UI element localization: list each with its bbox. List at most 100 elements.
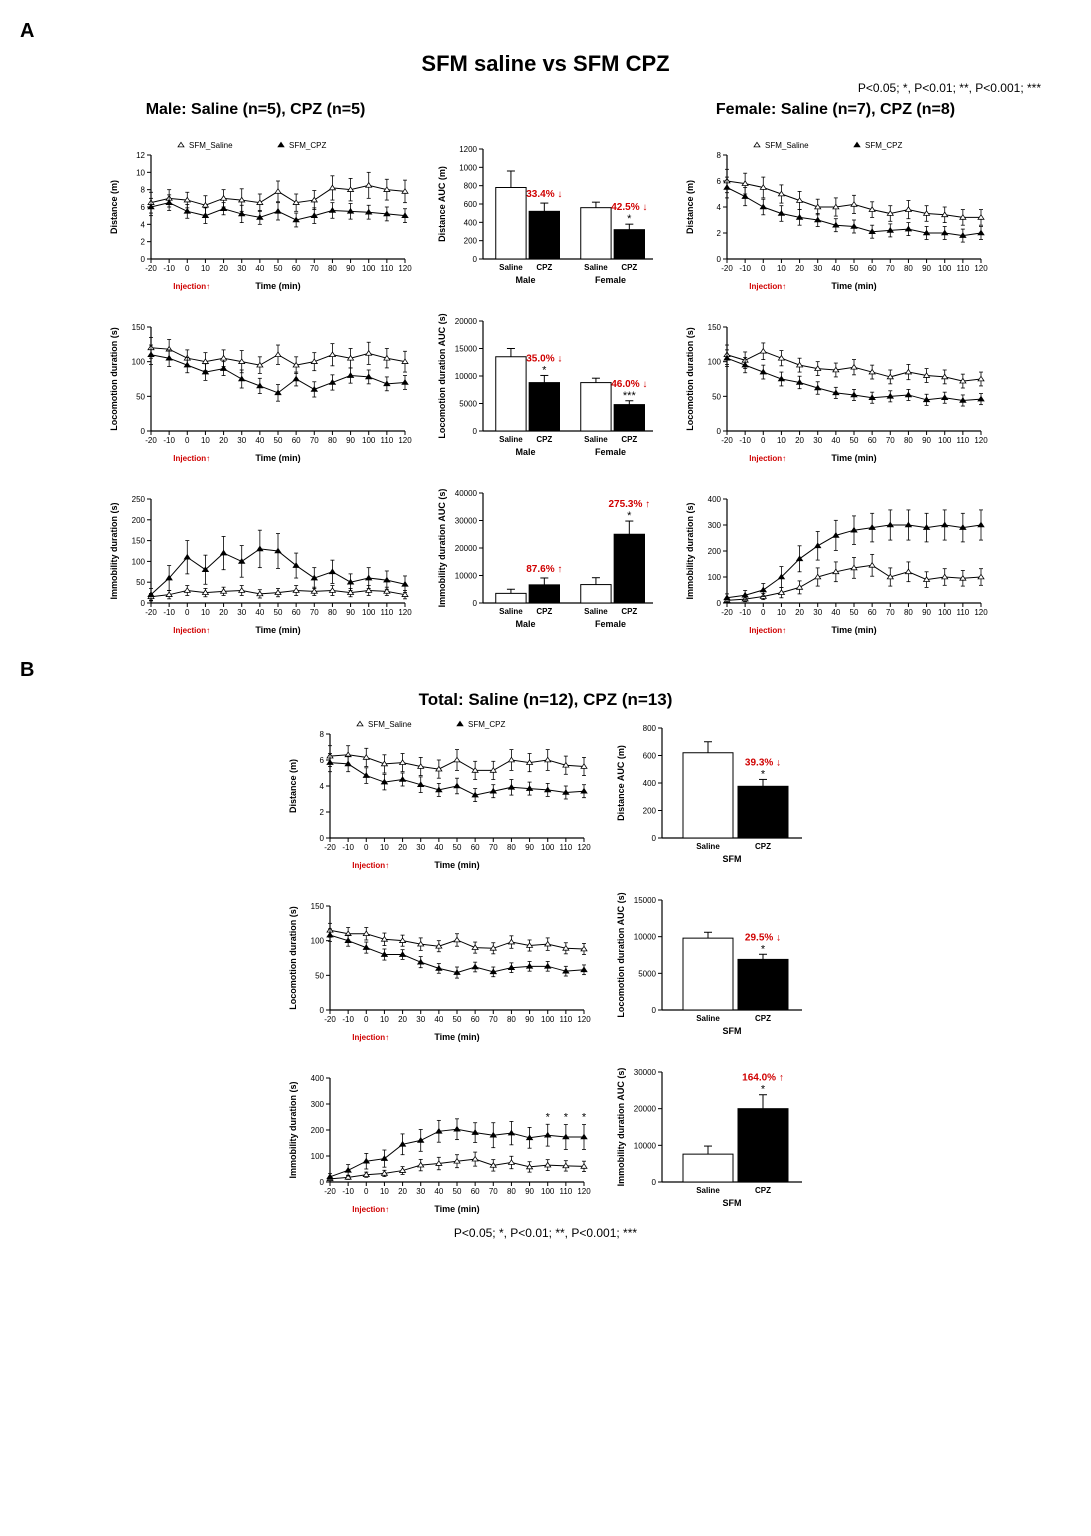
svg-text:8: 8	[716, 151, 721, 160]
svg-text:Distance AUC (m): Distance AUC (m)	[616, 745, 626, 821]
svg-text:10: 10	[379, 1015, 388, 1024]
svg-text:100: 100	[541, 1015, 555, 1024]
svg-text:Time (min): Time (min)	[255, 625, 300, 635]
svg-text:200: 200	[642, 807, 656, 816]
svg-text:800: 800	[463, 182, 477, 191]
svg-text:46.0% ↓: 46.0% ↓	[611, 379, 647, 390]
svg-text:Male: Male	[515, 619, 535, 629]
svg-text:CPZ: CPZ	[621, 607, 637, 616]
svg-text:Injection↑: Injection↑	[749, 454, 786, 463]
svg-text:110: 110	[956, 608, 969, 617]
svg-text:0: 0	[716, 255, 721, 264]
svg-text:SFM: SFM	[722, 854, 741, 864]
svg-text:110: 110	[559, 1015, 572, 1024]
svg-text:*: *	[760, 768, 765, 780]
svg-text:SFM_CPZ: SFM_CPZ	[468, 720, 505, 729]
svg-text:0: 0	[761, 608, 766, 617]
svg-text:90: 90	[346, 436, 355, 445]
svg-text:*: *	[581, 1112, 586, 1124]
svg-text:400: 400	[707, 495, 721, 504]
svg-text:30: 30	[416, 843, 425, 852]
svg-text:400: 400	[310, 1074, 324, 1083]
svg-text:4: 4	[319, 782, 324, 791]
svg-text:250: 250	[131, 495, 145, 504]
svg-text:80: 80	[903, 608, 912, 617]
svg-text:120: 120	[577, 843, 591, 852]
svg-text:2: 2	[319, 808, 324, 817]
svg-text:Time (min): Time (min)	[831, 625, 876, 635]
svg-text:50: 50	[849, 436, 858, 445]
svg-text:Saline: Saline	[584, 607, 608, 616]
svg-text:30: 30	[237, 264, 246, 273]
svg-text:Time (min): Time (min)	[434, 860, 479, 870]
svg-text:Locomotion duration (s): Locomotion duration (s)	[685, 327, 695, 431]
svg-text:20: 20	[398, 843, 407, 852]
svg-text:30000: 30000	[454, 517, 477, 526]
svg-text:CPZ: CPZ	[755, 1014, 771, 1023]
svg-text:80: 80	[327, 608, 336, 617]
svg-text:CPZ: CPZ	[755, 842, 771, 851]
svg-text:60: 60	[867, 608, 876, 617]
svg-text:100: 100	[707, 573, 721, 582]
svg-text:40000: 40000	[454, 489, 477, 498]
svg-text:-20: -20	[721, 436, 733, 445]
svg-text:33.4% ↓: 33.4% ↓	[526, 189, 562, 200]
svg-text:0: 0	[651, 1006, 656, 1015]
svg-text:0: 0	[364, 843, 369, 852]
svg-text:15000: 15000	[454, 345, 477, 354]
svg-text:Saline: Saline	[499, 435, 523, 444]
svg-text:30000: 30000	[633, 1068, 656, 1077]
svg-text:8: 8	[140, 186, 145, 195]
svg-text:50: 50	[452, 1187, 461, 1196]
svg-text:-20: -20	[324, 1187, 336, 1196]
svg-text:0: 0	[364, 1015, 369, 1024]
svg-text:50: 50	[315, 971, 324, 980]
svg-text:100: 100	[310, 937, 324, 946]
svg-text:Locomotion duration AUC (s): Locomotion duration AUC (s)	[437, 313, 447, 438]
svg-text:12: 12	[136, 151, 145, 160]
svg-text:90: 90	[525, 1187, 534, 1196]
svg-text:Female: Female	[594, 619, 625, 629]
svg-text:15000: 15000	[633, 896, 656, 905]
svg-text:10000: 10000	[633, 933, 656, 942]
svg-text:Saline: Saline	[696, 1014, 720, 1023]
svg-text:20: 20	[795, 264, 804, 273]
svg-text:200: 200	[707, 547, 721, 556]
total-bar-chart-row2: 0100002000030000Saline*164.0% ↑CPZSFMImm…	[610, 1058, 810, 1218]
svg-text:-10: -10	[342, 843, 354, 852]
svg-text:*: *	[760, 943, 765, 955]
svg-text:10: 10	[776, 608, 785, 617]
svg-text:*: *	[627, 213, 632, 225]
svg-text:Immobility duration (s): Immobility duration (s)	[288, 1081, 298, 1178]
svg-text:0: 0	[651, 1178, 656, 1187]
svg-text:20000: 20000	[633, 1105, 656, 1114]
main-title: SFM saline vs SFM CPZ	[20, 51, 1071, 77]
svg-text:-10: -10	[342, 1187, 354, 1196]
svg-text:50: 50	[849, 264, 858, 273]
svg-text:70: 70	[885, 608, 894, 617]
svg-text:Saline: Saline	[696, 1186, 720, 1195]
svg-text:10000: 10000	[454, 572, 477, 581]
svg-text:100: 100	[541, 1187, 555, 1196]
svg-text:50: 50	[712, 392, 721, 401]
svg-text:6: 6	[140, 203, 145, 212]
svg-text:Distance (m): Distance (m)	[109, 180, 119, 234]
svg-text:60: 60	[291, 436, 300, 445]
svg-text:110: 110	[380, 608, 393, 617]
svg-text:50: 50	[136, 578, 145, 587]
svg-text:CPZ: CPZ	[536, 435, 552, 444]
svg-text:-20: -20	[145, 608, 157, 617]
svg-text:0: 0	[140, 599, 145, 608]
svg-text:120: 120	[398, 264, 412, 273]
svg-text:CPZ: CPZ	[621, 263, 637, 272]
total-bar-chart-row0: 0200400600800Saline*39.3% ↓CPZSFMDistanc…	[610, 714, 810, 874]
svg-text:6: 6	[716, 177, 721, 186]
svg-text:Injection↑: Injection↑	[173, 282, 210, 291]
svg-text:Distance (m): Distance (m)	[685, 180, 695, 234]
svg-text:70: 70	[309, 608, 318, 617]
svg-text:40: 40	[434, 1015, 443, 1024]
panel-b-label: B	[20, 659, 1071, 682]
female-column-title: Female: Saline (n=7), CPZ (n=8)	[681, 101, 991, 119]
svg-text:Immobility duration (s): Immobility duration (s)	[109, 502, 119, 599]
svg-text:120: 120	[577, 1187, 591, 1196]
